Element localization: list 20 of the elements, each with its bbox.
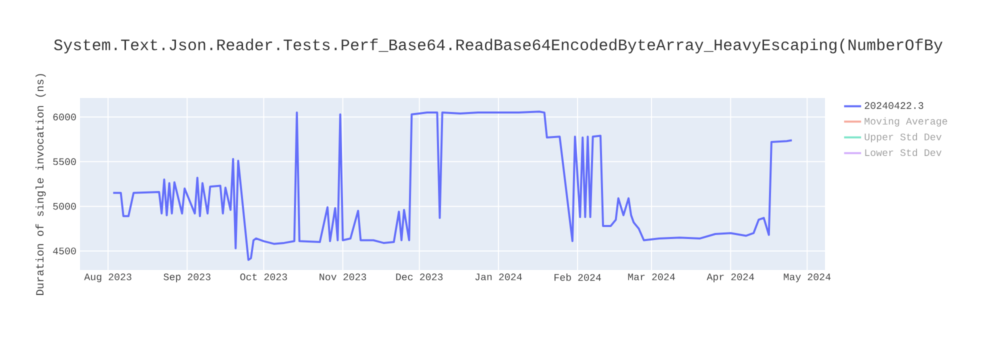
x-tick-label: Apr 2024 [706, 274, 754, 282]
legend-label: Lower Std Dev [865, 148, 942, 156]
x-tick-label: Mar 2024 [628, 274, 675, 280]
legend-label: Upper Std Dev [864, 133, 942, 142]
legend-label: Moving Average [864, 117, 948, 127]
y-tick-label: 4500 [53, 248, 76, 254]
chart-title: System.Text.Json.Reader.Tests.Perf_Base64.ReadBase64EncodedByteArray_HeavyEscaping(NumberOfBy [54, 38, 942, 54]
y-tick-label: 6000 [53, 114, 76, 120]
x-tick-label: Dec 2023 [396, 274, 443, 280]
x-tick-label: Oct 2023 [240, 274, 287, 280]
x-tick-label: May 2024 [784, 274, 831, 282]
x-tick-label: Aug 2023 [84, 274, 132, 282]
y-axis-title: Duration of single invocation (ns) [36, 74, 46, 295]
x-tick-label: Sep 2023 [164, 274, 210, 282]
y-tick-label: 5500 [53, 158, 76, 166]
x-tick-label: Jan 2024 [475, 274, 522, 280]
legend-label: 20240422.3 [864, 102, 924, 109]
x-tick-label: Nov 2023 [320, 274, 366, 280]
y-tick-label: 5000 [53, 202, 76, 210]
x-tick-label: Feb 2024 [554, 274, 601, 281]
